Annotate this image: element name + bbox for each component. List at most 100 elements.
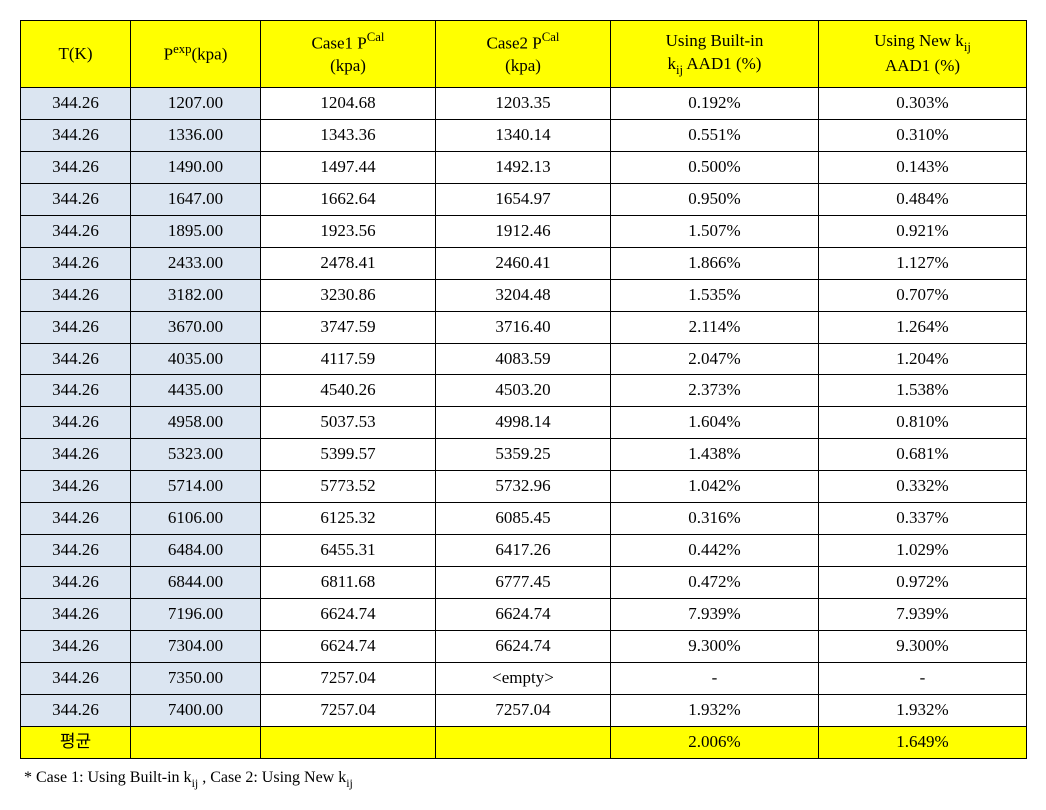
cell: 6624.74 (261, 599, 436, 631)
cell: - (611, 662, 819, 694)
cell: 4998.14 (436, 407, 611, 439)
cell: 344.26 (21, 151, 131, 183)
table-row: 344.266484.006455.316417.260.442%1.029% (21, 535, 1027, 567)
table-row: 344.266106.006125.326085.450.316%0.337% (21, 503, 1027, 535)
cell: 344.26 (21, 535, 131, 567)
cell: 6624.74 (436, 599, 611, 631)
cell: 4540.26 (261, 375, 436, 407)
table-row: 344.262433.002478.412460.411.866%1.127% (21, 247, 1027, 279)
cell: 344.26 (21, 247, 131, 279)
cell: 6125.32 (261, 503, 436, 535)
cell: 1336.00 (131, 119, 261, 151)
cell: 0.472% (611, 567, 819, 599)
cell: 344.26 (21, 215, 131, 247)
cell: 3670.00 (131, 311, 261, 343)
results-table: T(K)Pexp(kpa)Case1 PCal(kpa)Case2 PCal(k… (20, 20, 1027, 759)
cell: 1895.00 (131, 215, 261, 247)
cell: 0.551% (611, 119, 819, 151)
col-header-aad1: Using Built-inkij AAD1 (%) (611, 21, 819, 88)
cell: 3204.48 (436, 279, 611, 311)
cell: 1343.36 (261, 119, 436, 151)
cell: <empty> (436, 662, 611, 694)
table-body: 344.261207.001204.681203.350.192%0.303%3… (21, 88, 1027, 759)
cell: 1.932% (819, 694, 1027, 726)
cell: 1.538% (819, 375, 1027, 407)
cell: 7.939% (611, 599, 819, 631)
cell: - (819, 662, 1027, 694)
cell: 344.26 (21, 88, 131, 120)
footnote: * Case 1: Using Built-in kij , Case 2: U… (20, 769, 1026, 790)
table-row: 344.264035.004117.594083.592.047%1.204% (21, 343, 1027, 375)
cell: 5359.25 (436, 439, 611, 471)
cell: 344.26 (21, 662, 131, 694)
cell: 5732.96 (436, 471, 611, 503)
col-header-t: T(K) (21, 21, 131, 88)
table-row: 344.267350.007257.04<empty>-- (21, 662, 1027, 694)
cell: 1.029% (819, 535, 1027, 567)
cell: 1340.14 (436, 119, 611, 151)
cell: 0.316% (611, 503, 819, 535)
cell: 0.303% (819, 88, 1027, 120)
cell: 7304.00 (131, 630, 261, 662)
cell: 6455.31 (261, 535, 436, 567)
cell: 6417.26 (436, 535, 611, 567)
cell: 0.332% (819, 471, 1027, 503)
cell: 0.972% (819, 567, 1027, 599)
cell: 344.26 (21, 119, 131, 151)
cell: 1204.68 (261, 88, 436, 120)
cell: 5037.53 (261, 407, 436, 439)
table-row: 344.265323.005399.575359.251.438%0.681% (21, 439, 1027, 471)
cell: 0.921% (819, 215, 1027, 247)
cell: 344.26 (21, 311, 131, 343)
cell: 4958.00 (131, 407, 261, 439)
cell: 1.127% (819, 247, 1027, 279)
cell: 9.300% (611, 630, 819, 662)
cell: 2.114% (611, 311, 819, 343)
cell: 1662.64 (261, 183, 436, 215)
cell: 0.707% (819, 279, 1027, 311)
cell: 7257.04 (436, 694, 611, 726)
cell: 1.932% (611, 694, 819, 726)
cell: 1912.46 (436, 215, 611, 247)
cell: 1.604% (611, 407, 819, 439)
cell: 1497.44 (261, 151, 436, 183)
cell: 7.939% (819, 599, 1027, 631)
table-row: 344.261490.001497.441492.130.500%0.143% (21, 151, 1027, 183)
cell: 344.26 (21, 567, 131, 599)
cell: 7196.00 (131, 599, 261, 631)
cell: 5714.00 (131, 471, 261, 503)
cell: 0.484% (819, 183, 1027, 215)
cell: 0.337% (819, 503, 1027, 535)
table-row: 344.265714.005773.525732.961.042%0.332% (21, 471, 1027, 503)
cell: 6484.00 (131, 535, 261, 567)
cell: 4435.00 (131, 375, 261, 407)
cell: 1923.56 (261, 215, 436, 247)
cell: 6844.00 (131, 567, 261, 599)
col-header-case2: Case2 PCal(kpa) (436, 21, 611, 88)
cell: 1203.35 (436, 88, 611, 120)
cell: 0.143% (819, 151, 1027, 183)
cell: 4117.59 (261, 343, 436, 375)
cell: 1.507% (611, 215, 819, 247)
cell: 4503.20 (436, 375, 611, 407)
table-row: 344.267304.006624.746624.749.300%9.300% (21, 630, 1027, 662)
table-row: 344.267400.007257.047257.041.932%1.932% (21, 694, 1027, 726)
cell: 3182.00 (131, 279, 261, 311)
cell: 344.26 (21, 630, 131, 662)
table-row: 344.261895.001923.561912.461.507%0.921% (21, 215, 1027, 247)
average-cell (261, 726, 436, 758)
cell: 4083.59 (436, 343, 611, 375)
cell: 1.438% (611, 439, 819, 471)
cell: 5323.00 (131, 439, 261, 471)
cell: 2433.00 (131, 247, 261, 279)
cell: 2.373% (611, 375, 819, 407)
cell: 5773.52 (261, 471, 436, 503)
cell: 344.26 (21, 183, 131, 215)
cell: 1.866% (611, 247, 819, 279)
cell: 1.264% (819, 311, 1027, 343)
cell: 7350.00 (131, 662, 261, 694)
cell: 344.26 (21, 439, 131, 471)
average-row: 평균2.006%1.649% (21, 726, 1027, 758)
cell: 6624.74 (436, 630, 611, 662)
average-cell (131, 726, 261, 758)
